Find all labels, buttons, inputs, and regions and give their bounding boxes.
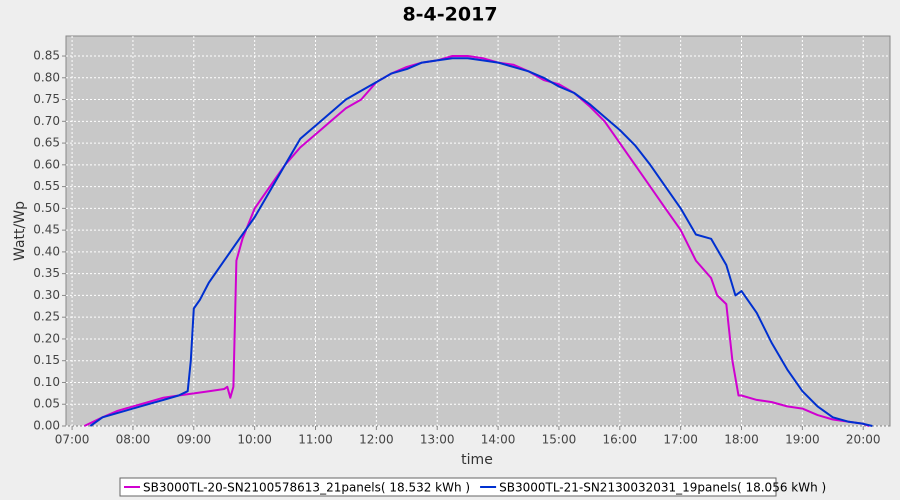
grid (66, 36, 890, 427)
y-tick-label: 0.70 (33, 114, 60, 128)
y-tick-label: 0.50 (33, 201, 60, 215)
y-axis-label: Watt/Wp (12, 201, 28, 261)
series-line (83, 55, 870, 427)
y-tick-label: 0.55 (33, 179, 60, 193)
y-tick-label: 0.05 (33, 397, 60, 411)
x-tick-label: 17:00 (663, 433, 698, 447)
legend-label: SB3000TL-20-SN2100578613_21panels( 18.53… (143, 481, 470, 495)
x-tick-label: 12:00 (359, 433, 394, 447)
x-tick-label: 19:00 (785, 433, 820, 447)
y-tick-label: 0.00 (33, 419, 60, 433)
y-tick-label: 0.15 (33, 353, 60, 367)
x-tick-label: 11:00 (298, 433, 333, 447)
x-tick-label: 14:00 (481, 433, 516, 447)
y-tick-label: 0.10 (33, 375, 60, 389)
x-tick-label: 09:00 (177, 433, 212, 447)
x-tick-label: 16:00 (602, 433, 637, 447)
x-tick-label: 10:00 (237, 433, 272, 447)
y-tick-label: 0.20 (33, 331, 60, 345)
x-axis-label: time (461, 452, 493, 468)
lines (83, 55, 873, 427)
series-line (89, 57, 873, 427)
x-tick-label: 18:00 (724, 433, 759, 447)
y-tick-label: 0.35 (33, 266, 60, 280)
legend-label: SB3000TL-21-SN2130032031_19panels( 18.05… (499, 481, 826, 495)
y-tick-label: 0.75 (33, 92, 60, 106)
x-tick-label: 13:00 (420, 433, 455, 447)
x-tick-label: 15:00 (542, 433, 577, 447)
chart-title: 8-4-2017 (402, 4, 497, 26)
y-tick-label: 0.80 (33, 70, 60, 84)
y-tick-label: 0.60 (33, 157, 60, 171)
x-tick-label: 08:00 (116, 433, 151, 447)
x-tick-label: 20:00 (846, 433, 881, 447)
y-tick-label: 0.25 (33, 310, 60, 324)
y-tick-label: 0.85 (33, 49, 60, 63)
y-tick-label: 0.30 (33, 288, 60, 302)
x-tick-label: 07:00 (55, 433, 90, 447)
y-tick-label: 0.40 (33, 244, 60, 258)
y-tick-label: 0.45 (33, 223, 60, 237)
legend-box (119, 477, 777, 497)
y-tick-label: 0.65 (33, 136, 60, 150)
